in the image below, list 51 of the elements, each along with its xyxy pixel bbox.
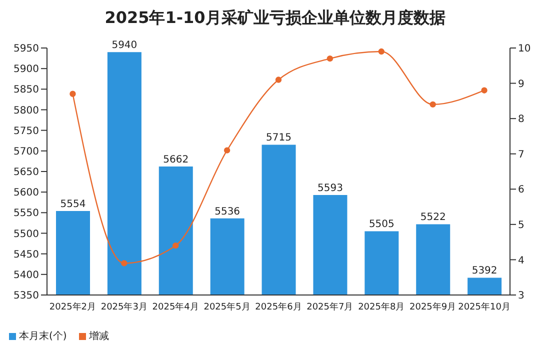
y2-tick-label: 3	[518, 290, 524, 302]
y-tick-label: 5450	[14, 249, 39, 260]
data-label: 5554	[60, 199, 86, 210]
x-tick-label: 2025年3月	[100, 301, 148, 312]
y2-tick-label: 7	[518, 149, 524, 160]
y2-tick-label: 10	[518, 44, 531, 55]
data-label: 5536	[214, 206, 240, 218]
y2-tick-label: 9	[518, 78, 524, 90]
x-tick-label: 2025年10月	[458, 301, 510, 312]
y-tick-label: 5350	[14, 290, 39, 302]
y2-tick-label: 6	[518, 184, 524, 196]
legend-label: 本月末(个)	[18, 330, 67, 343]
y2-tick-label: 5	[518, 220, 524, 231]
data-label: 5392	[472, 266, 498, 277]
x-tick-label: 2025年8月	[358, 301, 405, 312]
point	[70, 90, 76, 97]
y-tick-label: 5550	[14, 208, 39, 220]
point	[326, 55, 334, 62]
point	[378, 48, 384, 55]
x-tick-label: 2025年2月	[49, 301, 96, 312]
y-tick-label: 5600	[14, 188, 39, 199]
data-label: 5522	[420, 212, 446, 224]
y-tick-label: 5400	[14, 270, 39, 281]
y-tick-label: 5800	[14, 105, 39, 116]
point	[172, 242, 179, 249]
chart-title: 2025年1-10月采矿业亏损企业单位数月度数据	[104, 8, 446, 29]
x-tick-label: 2025年9月	[410, 301, 456, 312]
x-tick-label: 2025年7月	[306, 301, 354, 312]
point	[224, 147, 230, 154]
data-label: 5715	[266, 132, 292, 144]
y-tick-label: 5500	[14, 228, 39, 240]
x-tick-label: 2025年4月	[152, 301, 199, 312]
x-tick-label: 2025年5月	[204, 301, 250, 312]
y2-tick-label: 8	[518, 114, 524, 126]
y-tick-label: 5900	[14, 64, 39, 76]
point	[430, 101, 436, 108]
data-label: 5505	[368, 219, 394, 230]
point	[481, 87, 488, 94]
y-tick-label: 5750	[14, 126, 39, 137]
legend-label: 增减	[88, 330, 109, 343]
y-tick-label: 5650	[14, 167, 39, 178]
x-tick-label: 2025年6月	[255, 301, 302, 312]
y-tick-label: 5700	[14, 146, 39, 158]
data-label: 5662	[163, 154, 189, 166]
data-label: 5593	[317, 182, 343, 194]
y-tick-label: 5850	[14, 84, 39, 96]
y2-tick-label: 4	[518, 255, 524, 266]
data-label: 5940	[112, 40, 138, 52]
point	[121, 260, 128, 266]
y-tick-label: 5950	[14, 44, 39, 55]
point	[275, 76, 282, 83]
